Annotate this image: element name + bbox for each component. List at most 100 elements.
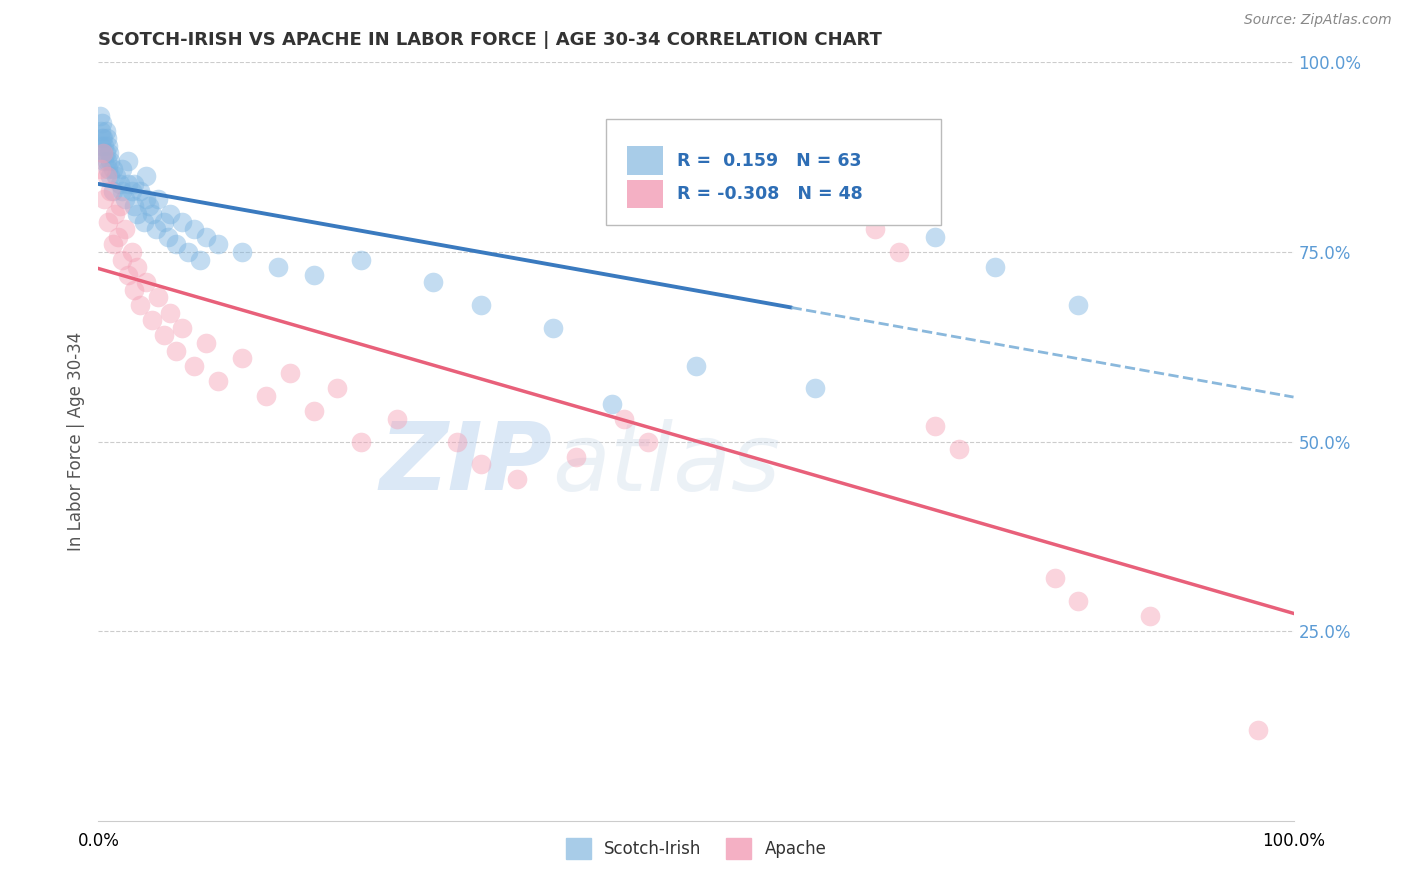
Point (1139, 608, 1161, 623)
Point (114, 192, 136, 206)
Point (101, 184, 124, 198)
Point (93, 153, 115, 168)
Point (121, 244, 143, 259)
Point (156, 229, 179, 244)
Text: ZIP: ZIP (380, 418, 553, 510)
Point (924, 229, 946, 244)
Point (165, 237, 187, 252)
Point (148, 192, 170, 206)
Point (98, 184, 122, 198)
Point (97, 214, 120, 228)
Point (89, 108, 111, 122)
Point (350, 252, 373, 267)
Point (91, 146, 114, 161)
Point (96, 153, 118, 168)
Point (422, 275, 444, 289)
Point (97, 138, 120, 153)
Point (132, 214, 155, 228)
Point (195, 229, 218, 244)
Text: Source: ZipAtlas.com: Source: ZipAtlas.com (1244, 13, 1392, 28)
Point (96, 169, 118, 184)
Point (326, 382, 349, 396)
Point (565, 450, 588, 464)
Point (470, 298, 492, 312)
Text: atlas: atlas (553, 418, 780, 510)
Point (385, 412, 409, 426)
FancyBboxPatch shape (627, 179, 662, 209)
Point (172, 214, 194, 228)
Text: SCOTCH-IRISH VS APACHE IN LABOR FORCE | AGE 30-34 CORRELATION CHART: SCOTCH-IRISH VS APACHE IN LABOR FORCE | … (98, 31, 883, 49)
Point (302, 404, 325, 418)
Point (177, 244, 200, 259)
Point (125, 260, 148, 275)
Point (124, 283, 146, 297)
Point (145, 222, 167, 236)
Point (188, 252, 211, 267)
Point (141, 313, 163, 327)
Point (195, 335, 218, 350)
Point (637, 434, 659, 449)
Point (135, 192, 157, 206)
Point (108, 199, 131, 213)
Point (121, 184, 143, 198)
Point (159, 305, 181, 319)
Point (91, 131, 114, 145)
Point (117, 153, 139, 168)
Point (613, 412, 636, 426)
Point (94, 146, 117, 161)
Point (91, 146, 114, 161)
Point (1067, 594, 1090, 608)
Legend: Scotch-Irish, Apache: Scotch-Irish, Apache (558, 831, 834, 865)
Point (105, 169, 128, 184)
Point (470, 458, 492, 472)
Point (231, 351, 253, 366)
Point (602, 396, 624, 410)
Point (90, 123, 112, 137)
FancyBboxPatch shape (606, 120, 941, 226)
Point (111, 161, 134, 176)
Point (900, 207, 922, 221)
Text: R = -0.308   N = 48: R = -0.308 N = 48 (676, 185, 863, 203)
FancyBboxPatch shape (627, 146, 662, 175)
Point (183, 222, 205, 236)
Point (91, 131, 114, 145)
Point (685, 359, 707, 373)
Point (104, 207, 127, 221)
Point (506, 473, 529, 487)
Point (207, 237, 229, 252)
Text: R =  0.159   N = 63: R = 0.159 N = 63 (676, 152, 862, 169)
Point (302, 268, 325, 282)
Point (165, 343, 187, 358)
Point (94, 123, 117, 137)
Point (1067, 298, 1090, 312)
Point (254, 389, 277, 403)
Point (804, 382, 827, 396)
Point (865, 222, 887, 236)
Point (96, 131, 118, 145)
Point (159, 207, 181, 221)
Point (98, 146, 121, 161)
Point (889, 244, 911, 259)
Point (135, 275, 157, 289)
Point (90, 138, 112, 153)
Point (1247, 723, 1270, 737)
Point (125, 207, 148, 221)
Point (129, 184, 152, 198)
Point (231, 244, 253, 259)
Point (141, 207, 163, 221)
Point (93, 138, 115, 153)
Point (91, 116, 114, 130)
Point (207, 374, 229, 388)
Point (541, 320, 564, 334)
Point (111, 184, 134, 198)
Point (93, 192, 115, 206)
Point (117, 268, 139, 282)
Point (111, 252, 134, 267)
Point (924, 419, 946, 434)
Point (278, 366, 301, 380)
Point (350, 434, 373, 449)
Point (124, 199, 146, 213)
Point (267, 260, 290, 275)
Point (984, 260, 1007, 275)
Point (129, 298, 152, 312)
